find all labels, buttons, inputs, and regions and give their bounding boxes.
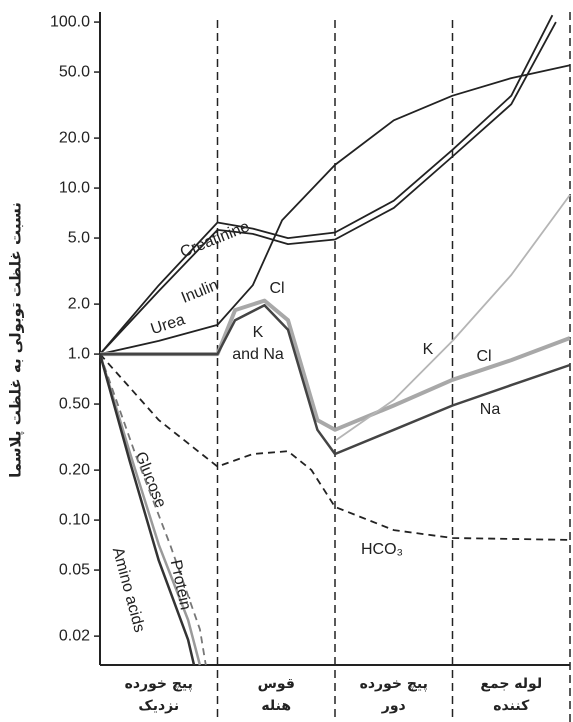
annotation: and Na [232,346,284,363]
series-line [100,303,571,456]
y-tick-label: 0.02 [59,627,90,644]
series-label: Amino acids [109,546,148,635]
y-axis-label: نسبت غلظت توبولی به غلظت پلاسما [7,202,26,478]
series-line [99,14,554,355]
series-line [100,298,571,432]
y-tick-label: 0.20 [59,461,90,478]
x-tick-label: هنله [261,698,291,714]
x-tick-label: لوله جمع [480,676,542,692]
y-tick-label: 50.0 [59,63,90,80]
y-tick-label: 5.0 [68,229,90,246]
series-line [98,353,196,666]
series-line [99,353,571,541]
series-line [99,64,571,355]
annotation: Cl [476,348,491,365]
series-line [334,194,571,442]
y-tick-label: 2.0 [68,295,90,312]
y-tick-label: 20.0 [59,129,90,146]
series-line [99,21,557,355]
y-tick-label: 100.0 [50,13,90,30]
x-tick-label: دور [381,698,406,714]
series-label: Inulin [179,277,221,307]
series-label: K [423,341,434,358]
y-tick-label: 1.0 [68,345,90,362]
annotation: K [253,324,264,341]
y-tick-label: 10.0 [59,179,90,196]
series-label: Protein [167,558,194,611]
series-label: Na [480,401,501,418]
y-tick-label: 0.10 [59,511,90,528]
x-tick-label: نزدیک [138,698,179,714]
x-tick-label: پیچ خورده [360,676,428,692]
y-tick-label: 0.50 [59,395,90,412]
series-line [98,353,202,666]
x-tick-label: کننده [493,698,530,714]
series-label: HCO₃ [361,541,403,558]
y-tick-label: 0.05 [59,561,90,578]
x-tick-label: قوس [258,676,295,692]
x-tick-label: پیچ خورده [125,676,193,692]
series-label: Cl [269,280,284,297]
series-line [99,353,207,666]
